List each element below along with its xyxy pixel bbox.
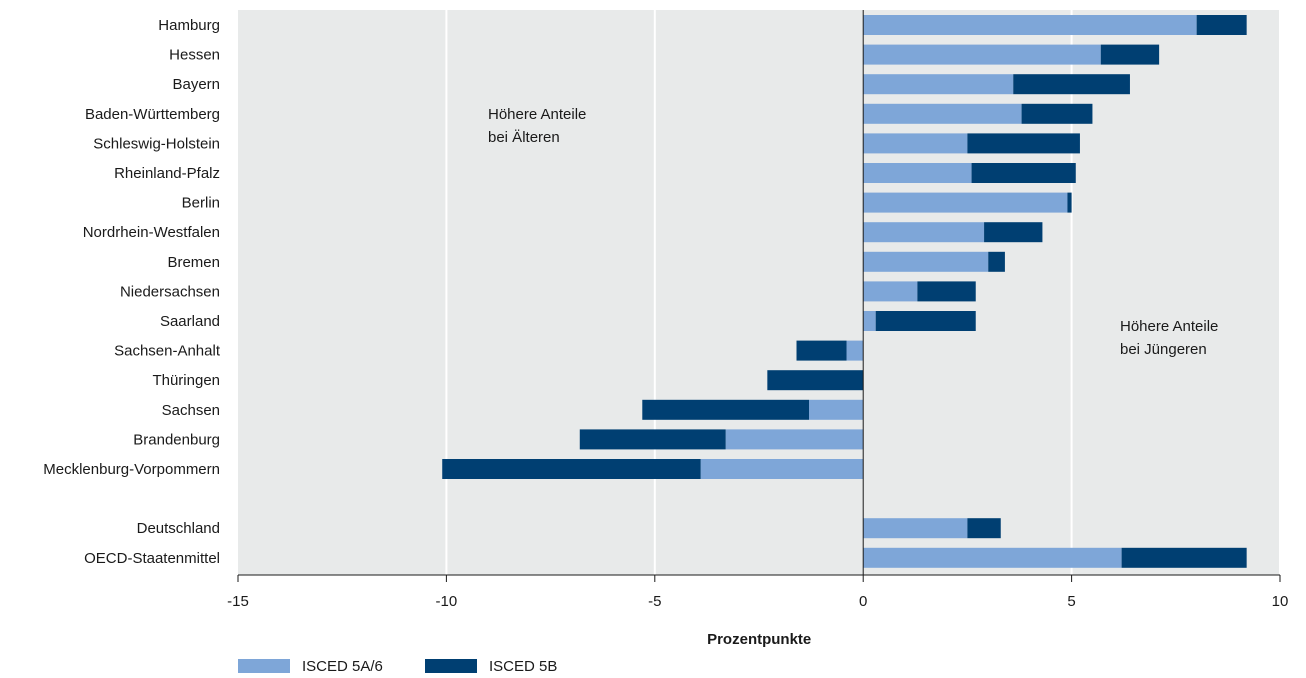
x-axis-ticks: -15 -10 -5 0 5 10 bbox=[227, 575, 1288, 610]
bar-segment bbox=[863, 192, 1068, 213]
annotation-text: Höhere Anteile bbox=[488, 106, 586, 123]
bar-segment bbox=[988, 251, 1005, 272]
bar-segment bbox=[1013, 74, 1130, 95]
legend-swatch bbox=[238, 659, 290, 673]
category-label: Saarland bbox=[160, 313, 220, 330]
plot-background bbox=[238, 10, 1280, 575]
tick-label: -10 bbox=[436, 593, 458, 610]
category-label: Hessen bbox=[169, 47, 220, 64]
category-label: Hamburg bbox=[158, 17, 220, 34]
category-label: Sachsen-Anhalt bbox=[114, 343, 221, 360]
legend: ISCED 5A/6 ISCED 5B bbox=[238, 658, 557, 675]
bar-segment bbox=[442, 459, 701, 479]
bar-segment bbox=[917, 281, 976, 302]
bar-segment bbox=[967, 518, 1001, 539]
bar-segment bbox=[863, 547, 1122, 568]
legend-swatch bbox=[425, 659, 477, 673]
bar-segment bbox=[846, 340, 864, 361]
bar-segment bbox=[863, 222, 985, 243]
bar-segment bbox=[863, 44, 1101, 65]
bars bbox=[442, 15, 1247, 568]
category-label: Schleswig-Holstein bbox=[93, 135, 220, 152]
category-labels: Hamburg Hessen Bayern Baden-Württemberg Schl… bbox=[43, 17, 221, 567]
x-axis-title: Prozentpunkte bbox=[707, 631, 811, 648]
category-label: Nordrhein-Westfalen bbox=[83, 224, 220, 241]
bar-segment bbox=[796, 340, 847, 361]
bar-segment bbox=[767, 370, 864, 391]
bar-segment bbox=[1100, 44, 1160, 65]
bar-segment bbox=[863, 251, 989, 272]
annotation-text: bei Älteren bbox=[488, 129, 560, 146]
bar-segment bbox=[863, 133, 968, 154]
bar-segment bbox=[809, 399, 864, 420]
category-label: Mecklenburg-Vorpommern bbox=[43, 461, 220, 478]
bar-segment bbox=[967, 133, 1080, 154]
category-label: Deutschland bbox=[137, 520, 220, 537]
tick-label: 10 bbox=[1272, 593, 1289, 610]
annotations: Höhere Anteile bei Älteren Höhere Anteile b… bbox=[488, 106, 1218, 358]
category-label: Thüringen bbox=[152, 372, 220, 389]
bar-segment bbox=[971, 163, 1076, 183]
bar-segment bbox=[863, 281, 918, 302]
category-label: Baden-Württemberg bbox=[85, 106, 220, 123]
tick-label: -5 bbox=[648, 593, 661, 610]
legend-label: ISCED 5B bbox=[489, 658, 557, 675]
tick-label: 5 bbox=[1067, 593, 1075, 610]
bar-segment bbox=[984, 222, 1043, 243]
tick-label: -15 bbox=[227, 593, 249, 610]
category-label: Berlin bbox=[182, 195, 220, 212]
bar-segment bbox=[1196, 15, 1247, 35]
bar-segment bbox=[700, 459, 864, 479]
bar-segment bbox=[1121, 547, 1247, 568]
bar-segment bbox=[1067, 192, 1072, 213]
category-label: OECD-Staatenmittel bbox=[84, 550, 220, 567]
category-label: Bayern bbox=[172, 76, 220, 93]
category-label: Niedersachsen bbox=[120, 283, 220, 300]
tick-label: 0 bbox=[859, 593, 867, 610]
bar-segment bbox=[1021, 103, 1093, 124]
bar-segment bbox=[863, 15, 1197, 35]
annotation-text: bei Jüngeren bbox=[1120, 341, 1207, 358]
annotation-text: Höhere Anteile bbox=[1120, 318, 1218, 335]
category-label: Bremen bbox=[167, 254, 220, 271]
bar-segment bbox=[642, 399, 810, 420]
bar-segment bbox=[863, 518, 968, 539]
category-label: Rheinland-Pfalz bbox=[114, 165, 220, 182]
bar-segment bbox=[875, 311, 976, 331]
bar-segment bbox=[863, 311, 876, 331]
legend-label: ISCED 5A/6 bbox=[302, 658, 383, 675]
bar-segment bbox=[863, 74, 1014, 95]
category-label: Sachsen bbox=[162, 402, 220, 419]
bar-segment bbox=[863, 163, 972, 183]
category-label: Brandenburg bbox=[133, 431, 220, 448]
bar-segment bbox=[863, 103, 1022, 124]
bar-segment bbox=[579, 429, 726, 450]
bar-segment bbox=[725, 429, 864, 450]
